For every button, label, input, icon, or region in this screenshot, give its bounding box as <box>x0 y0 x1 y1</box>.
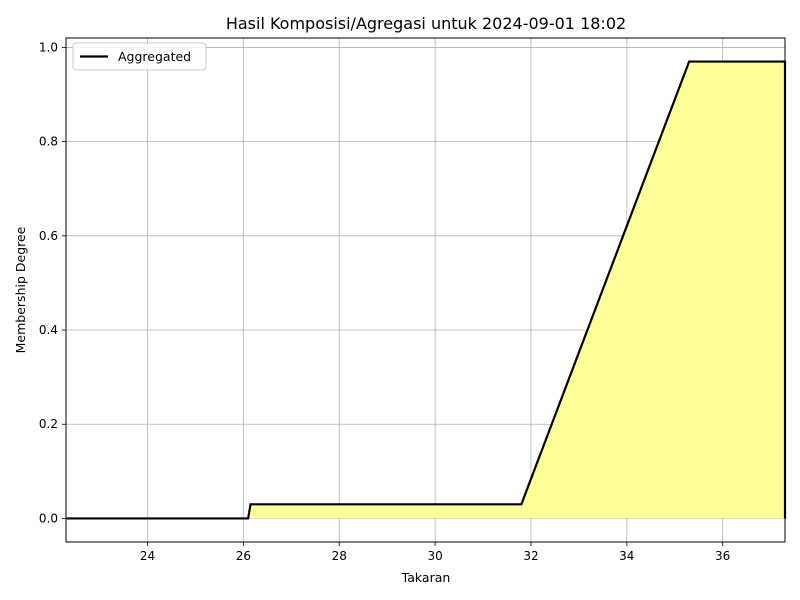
x-tick-label: 30 <box>427 549 442 563</box>
chart-title: Hasil Komposisi/Agregasi untuk 2024-09-0… <box>226 14 626 33</box>
plot-frame <box>65 37 786 543</box>
series-fill <box>66 61 785 519</box>
x-tick-label: 24 <box>140 549 155 563</box>
y-axis-ticks: 0.0 0.2 0.4 0.6 0.8 1.0 <box>39 40 66 525</box>
fill-area <box>66 61 785 519</box>
x-axis-label: Takaran <box>401 570 451 585</box>
y-tick-label: 0.8 <box>39 135 58 149</box>
x-tick-label: 28 <box>332 549 347 563</box>
legend: Aggregated <box>72 42 207 71</box>
x-tick-label: 34 <box>619 549 634 563</box>
y-tick-label: 0.0 <box>39 511 58 525</box>
x-tick-label: 32 <box>523 549 538 563</box>
y-tick-label: 0.6 <box>39 229 58 243</box>
y-tick-label: 0.2 <box>39 417 58 431</box>
x-axis-ticks: 24 26 28 30 32 34 36 <box>140 542 730 563</box>
legend-box <box>72 42 207 71</box>
x-tick-label: 36 <box>715 549 730 563</box>
x-tick-label: 26 <box>236 549 251 563</box>
y-tick-label: 0.4 <box>39 323 58 337</box>
y-axis-label: Membership Degree <box>13 226 28 353</box>
y-tick-label: 1.0 <box>39 40 58 54</box>
legend-label: Aggregated <box>118 49 191 64</box>
